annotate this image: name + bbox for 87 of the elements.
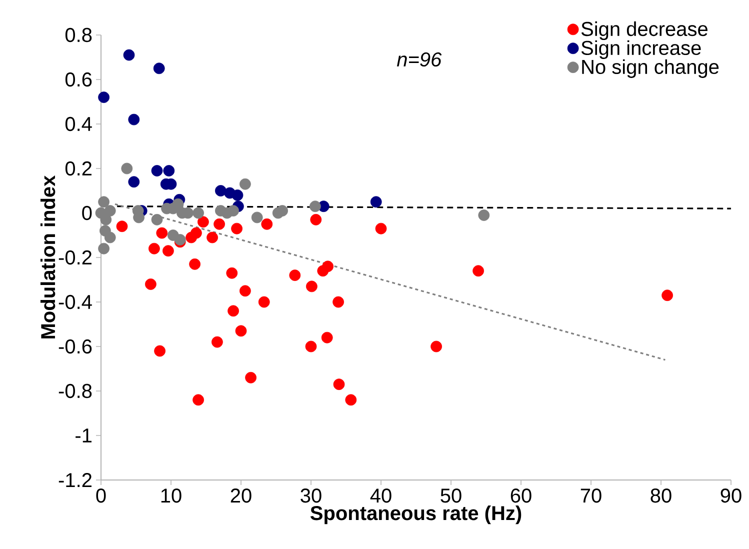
point [163, 165, 175, 176]
legend-label: No sign change [582, 59, 719, 78]
point [121, 162, 133, 174]
point [189, 258, 200, 270]
point [258, 296, 270, 308]
y-tick-label: -0.2 [58, 250, 92, 265]
point [128, 114, 140, 126]
point [151, 214, 163, 226]
point [430, 340, 442, 352]
x-tick-label: 20 [230, 488, 252, 503]
legend-label: Sign decrease [581, 21, 708, 40]
y-axis-title: Modulation index [40, 175, 56, 338]
point [345, 394, 357, 406]
point [240, 285, 251, 297]
x-tick-label: 50 [440, 488, 462, 503]
point [235, 325, 247, 337]
x-tick-label: 30 [300, 488, 322, 503]
point [192, 394, 204, 406]
point [321, 332, 333, 344]
point [212, 336, 223, 348]
point [333, 378, 345, 390]
point [310, 214, 322, 226]
point [214, 218, 225, 230]
point [245, 372, 256, 384]
point [310, 200, 321, 212]
point [192, 207, 204, 219]
point [240, 178, 251, 190]
point [662, 290, 674, 302]
point [98, 92, 110, 103]
point [128, 176, 140, 188]
point [116, 220, 128, 232]
y-tick-label: 0.8 [65, 28, 92, 42]
x-tick-label: 70 [580, 488, 602, 503]
point [190, 227, 202, 239]
point [231, 222, 242, 234]
y-tick-label: -0.8 [58, 384, 92, 398]
x-tick-label: 10 [161, 488, 182, 503]
point [305, 340, 317, 352]
point [100, 214, 112, 226]
y-tick-label: 0 [82, 206, 92, 220]
point [123, 49, 135, 61]
legend-label: Sign increase [581, 40, 701, 60]
point [154, 345, 166, 357]
point [228, 305, 239, 317]
point [232, 189, 244, 201]
point [375, 222, 387, 234]
y-tick-label: 0.2 [65, 161, 92, 176]
point [206, 232, 218, 244]
point [322, 260, 334, 272]
x-tick-label: 80 [650, 488, 672, 503]
y-tick-label: -1.2 [58, 473, 92, 487]
x-axis-title: Spontaneous rate (Hz) [310, 506, 522, 524]
point [151, 165, 163, 176]
annotation: n=96 [396, 52, 442, 67]
point [156, 227, 168, 239]
point [153, 62, 165, 74]
point [198, 216, 209, 228]
point [145, 278, 156, 290]
point [98, 196, 110, 208]
point [162, 245, 174, 257]
point [215, 185, 226, 196]
point [172, 198, 184, 210]
point [289, 270, 301, 281]
point [226, 267, 238, 279]
point [332, 296, 344, 308]
point [251, 212, 263, 224]
point [306, 280, 318, 292]
x-tick-label: 90 [720, 488, 742, 503]
point [148, 242, 160, 254]
point [104, 232, 116, 244]
point [98, 242, 110, 254]
point [370, 196, 382, 208]
x-tick-label: 40 [370, 488, 392, 503]
point [174, 234, 186, 246]
y-tick-label: 0.6 [65, 72, 92, 87]
point [472, 265, 484, 277]
point [276, 205, 288, 216]
x-tick-label: 60 [510, 488, 532, 503]
y-tick-label: -0.6 [58, 339, 92, 354]
point [261, 218, 273, 230]
y-tick-label: 0.4 [65, 116, 92, 132]
point [478, 210, 490, 221]
point [221, 207, 233, 219]
x-tick-label: 0 [96, 488, 106, 503]
y-tick-label: -0.4 [58, 294, 92, 310]
point [104, 205, 116, 216]
y-tick-label: -1 [76, 428, 92, 442]
